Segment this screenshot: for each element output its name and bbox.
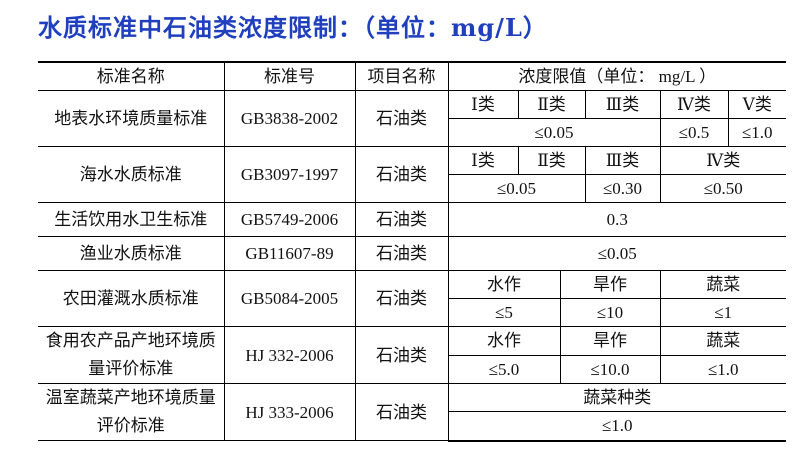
code-cell: GB5084-2005	[223, 270, 356, 327]
header-cell: 标准名称	[38, 61, 225, 91]
name-cell: 农田灌溉水质标准	[38, 270, 225, 327]
table-row: ≤5.0 ≤10.0 ≤1.0	[38, 354, 787, 384]
limit-cell: ≤10.0	[559, 354, 661, 384]
limit-cell: ≤0.5	[659, 118, 729, 147]
class-cell: 蔬菜	[659, 270, 787, 299]
class-cell: Ⅲ类	[584, 90, 661, 119]
table-row: 农田灌溉水质标准 GB5084-2005 石油类 水作 旱作 蔬菜	[38, 270, 787, 327]
class-cell: 水作	[447, 270, 561, 299]
limit-cell: ≤0.50	[659, 174, 787, 203]
class-cell: Ⅱ类	[517, 90, 586, 119]
item-cell: 石油类	[354, 202, 449, 237]
limit-cell: ≤1	[659, 298, 787, 327]
title: 水质标准中石油类浓度限制：（单位：mg/L）	[38, 13, 548, 42]
code-cell: GB5749-2006	[223, 202, 356, 237]
name-cell: 食用农产品产地环境质量评价标准	[38, 326, 225, 384]
item-cell: 石油类	[354, 90, 449, 147]
limit-cell: ≤0.30	[584, 174, 661, 203]
header-row: 标准名称 标准号 项目名称 浓度限值（单位： mg/L ）	[38, 61, 787, 91]
item-cell: 石油类	[354, 270, 449, 327]
name-cell: 地表水环境质量标准	[38, 90, 225, 147]
class-cell: Ⅰ类	[447, 90, 519, 119]
code-cell: GB3097-1997	[223, 146, 356, 203]
table-row: ≤0.05 ≤0.5 ≤1.0	[38, 118, 787, 147]
class-cell: 蔬菜	[659, 326, 787, 356]
limit-cell: ≤0.05	[448, 118, 661, 147]
item-cell: 石油类	[354, 383, 449, 441]
table-row: ≤5 ≤10 ≤1	[38, 298, 787, 327]
code-cell: GB3838-2002	[223, 90, 356, 147]
table-row: ≤1.0	[38, 411, 787, 442]
standards-table: 标准名称 标准号 项目名称 浓度限值（单位： mg/L ） 地表水环境质量标准 G…	[38, 61, 787, 442]
item-cell: 石油类	[354, 146, 449, 203]
header-cell: 项目名称	[354, 61, 449, 91]
class-cell: Ⅰ类	[447, 146, 519, 175]
code-cell: HJ 332-2006	[223, 326, 356, 384]
limit-cell: ≤1.0	[727, 118, 787, 147]
table-row: 海水水质标准 GB3097-1997 石油类 Ⅰ类 Ⅱ类 Ⅲ类 Ⅳ类	[38, 146, 787, 203]
limit-cell: ≤0.05	[447, 236, 787, 271]
code-cell: HJ 333-2006	[223, 383, 356, 441]
table-body: 地表水环境质量标准 GB3838-2002 石油类 Ⅰ类 Ⅱ类 Ⅲ类 Ⅳ类 Ⅴ类 ≤0.05 ≤0…	[38, 90, 787, 442]
name-cell: 海水水质标准	[38, 146, 225, 203]
table-row: 生活饮用水卫生标准 GB5749-2006 石油类 0.3	[38, 202, 787, 237]
header-cell: 浓度限值（单位： mg/L ）	[447, 61, 787, 91]
item-cell: 石油类	[354, 236, 449, 271]
limit-cell: 0.3	[447, 202, 787, 237]
class-cell: 蔬菜种类	[447, 382, 787, 413]
class-cell: 旱作	[559, 326, 661, 356]
limit-cell: ≤1.0	[448, 411, 787, 442]
class-cell: 水作	[447, 326, 561, 356]
class-cell: Ⅴ类	[727, 90, 787, 119]
class-cell: 旱作	[559, 270, 661, 299]
name-cell: 生活饮用水卫生标准	[38, 202, 225, 237]
limit-cell: ≤1.0	[659, 354, 787, 384]
limit-cell: ≤5.0	[448, 354, 561, 384]
table-row: 食用农产品产地环境质量评价标准 HJ 332-2006 石油类 水作 旱作 蔬菜	[38, 326, 787, 384]
table-row: ≤0.05 ≤0.30 ≤0.50	[38, 174, 787, 203]
table-row: 温室蔬菜产地环境质量评价标准 HJ 333-2006 石油类 蔬菜种类	[38, 382, 787, 441]
table-row: 地表水环境质量标准 GB3838-2002 石油类 Ⅰ类 Ⅱ类 Ⅲ类 Ⅳ类 Ⅴ类	[38, 90, 787, 147]
table-row: 渔业水质标准 GB11607-89 石油类 ≤0.05	[38, 236, 787, 271]
class-cell: Ⅲ类	[584, 146, 661, 175]
class-cell: Ⅳ类	[659, 146, 787, 175]
name-cell: 渔业水质标准	[38, 236, 225, 271]
code-cell: GB11607-89	[223, 236, 356, 271]
class-cell: Ⅱ类	[517, 146, 586, 175]
limit-cell: ≤10	[559, 298, 661, 327]
limit-cell: ≤5	[448, 298, 561, 327]
item-cell: 石油类	[354, 326, 449, 384]
header-cell: 标准号	[223, 61, 356, 91]
class-cell: Ⅳ类	[659, 90, 729, 119]
limit-cell: ≤0.05	[448, 174, 586, 203]
name-cell: 温室蔬菜产地环境质量评价标准	[38, 383, 225, 441]
